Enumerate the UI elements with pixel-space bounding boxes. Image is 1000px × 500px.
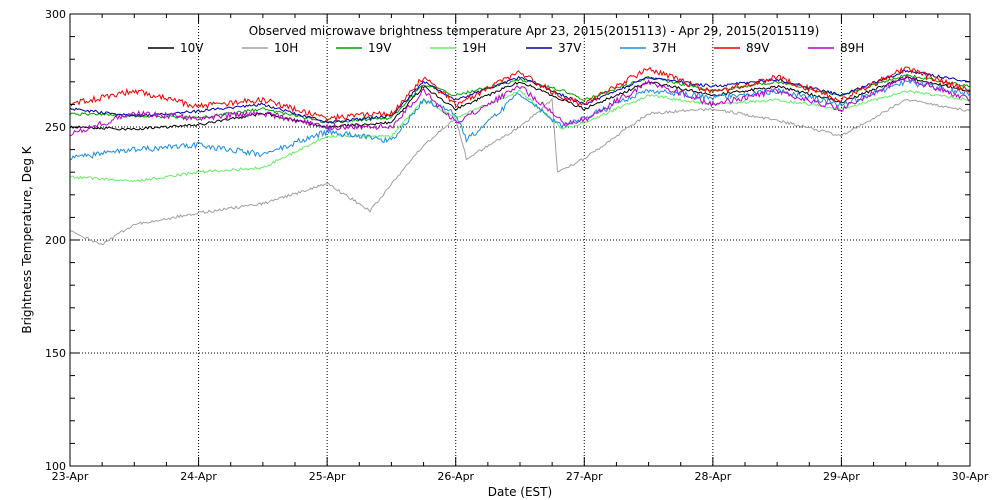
legend: 10V 10H 19V 19H 37V 37H 89V 89H	[148, 41, 864, 55]
legend-label-10v: 10V	[180, 41, 204, 55]
x-tick-label: 27-Apr	[566, 470, 603, 483]
series-line-37h	[69, 79, 971, 161]
legend-label-19v: 19V	[368, 41, 392, 55]
legend-label-89h: 89H	[840, 41, 864, 55]
chart-title: Observed microwave brightness temperatur…	[249, 24, 820, 38]
legend-label-37v: 37V	[558, 41, 582, 55]
legend-label-37h: 37H	[652, 41, 676, 55]
y-tick-label: 300	[45, 8, 66, 21]
plot-frame: 23-Apr 24-Apr 25-Apr 26-Apr 27-Apr 28-Apr 29-A…	[45, 8, 989, 483]
x-tick-label: 30-Apr	[952, 470, 989, 483]
y-tick-label: 150	[45, 347, 66, 360]
x-tick-label: 29-Apr	[823, 470, 860, 483]
grid-lines	[70, 14, 970, 466]
series-line-19h	[69, 89, 971, 183]
legend-label-19h: 19H	[462, 41, 486, 55]
y-tick-label: 100	[45, 460, 66, 473]
series-line-10h	[69, 97, 971, 246]
series-line-89v	[69, 66, 971, 122]
x-axis-label: Date (EST)	[488, 485, 552, 499]
series-line-10v	[69, 76, 971, 131]
legend-label-10h: 10H	[274, 41, 298, 55]
legend-label-89v: 89V	[746, 41, 770, 55]
y-axis-label: Brightness Temperature, Deg K	[20, 145, 34, 333]
x-tick-label: 28-Apr	[694, 470, 731, 483]
series-line-37v	[69, 69, 970, 124]
series-lines	[69, 66, 971, 246]
x-tick-label: 26-Apr	[437, 470, 474, 483]
x-tick-label: 23-Apr	[52, 470, 89, 483]
x-tick-label: 25-Apr	[309, 470, 346, 483]
series-line-89h	[69, 75, 971, 137]
x-tick-label: 24-Apr	[180, 470, 217, 483]
y-tick-label: 200	[45, 234, 66, 247]
y-tick-label: 250	[45, 121, 66, 134]
